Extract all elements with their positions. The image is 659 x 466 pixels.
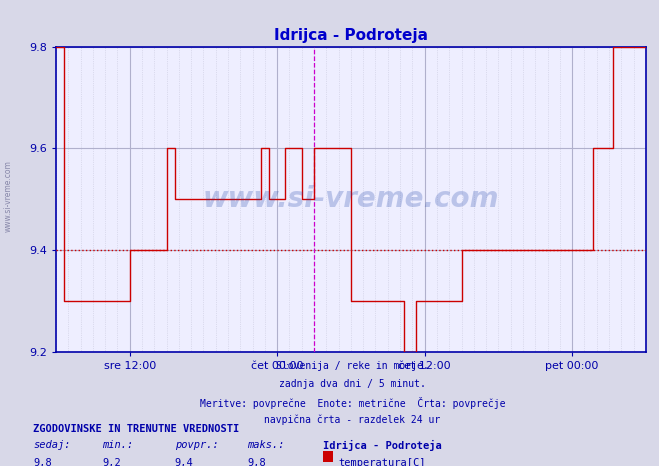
Text: povpr.:: povpr.: bbox=[175, 440, 218, 450]
Title: Idrijca - Podroteja: Idrijca - Podroteja bbox=[274, 27, 428, 43]
Text: temperatura[C]: temperatura[C] bbox=[339, 458, 426, 466]
Text: min.:: min.: bbox=[102, 440, 133, 450]
Text: navpična črta - razdelek 24 ur: navpična črta - razdelek 24 ur bbox=[264, 414, 441, 425]
Text: Meritve: povprečne  Enote: metrične  Črta: povprečje: Meritve: povprečne Enote: metrične Črta:… bbox=[200, 397, 505, 409]
Text: 9,8: 9,8 bbox=[247, 458, 266, 466]
Text: ZGODOVINSKE IN TRENUTNE VREDNOSTI: ZGODOVINSKE IN TRENUTNE VREDNOSTI bbox=[33, 424, 239, 434]
Text: zadnja dva dni / 5 minut.: zadnja dva dni / 5 minut. bbox=[279, 379, 426, 389]
Text: maks.:: maks.: bbox=[247, 440, 285, 450]
Text: sedaj:: sedaj: bbox=[33, 440, 71, 450]
Text: 9,2: 9,2 bbox=[102, 458, 121, 466]
Text: 9,8: 9,8 bbox=[33, 458, 51, 466]
Text: 9,4: 9,4 bbox=[175, 458, 193, 466]
Text: Idrijca - Podroteja: Idrijca - Podroteja bbox=[323, 440, 442, 452]
Text: www.si-vreme.com: www.si-vreme.com bbox=[203, 185, 499, 213]
Text: www.si-vreme.com: www.si-vreme.com bbox=[3, 160, 13, 232]
Text: Slovenija / reke in morje.: Slovenija / reke in morje. bbox=[276, 361, 429, 371]
